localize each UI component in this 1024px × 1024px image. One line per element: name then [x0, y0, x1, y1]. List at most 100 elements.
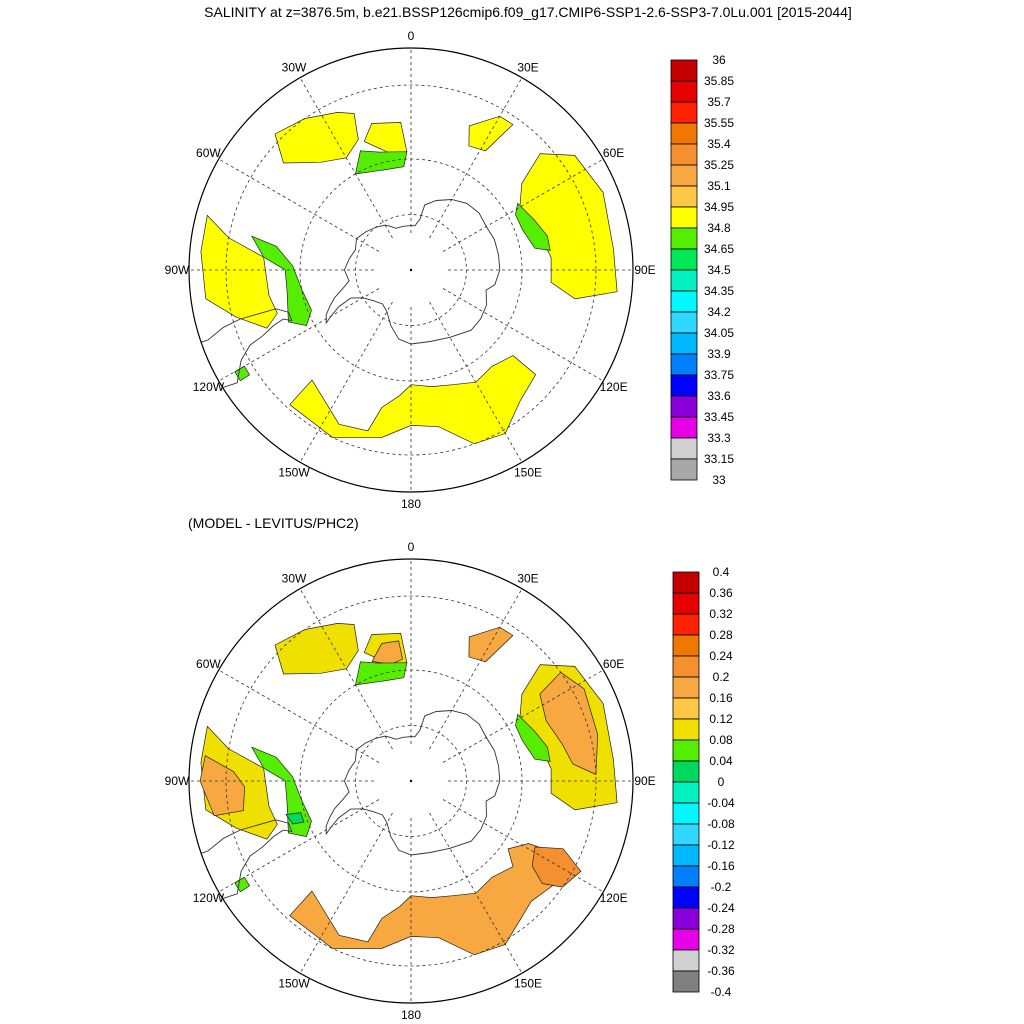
- longitude-label: 0: [408, 29, 415, 43]
- longitude-gridline: [429, 812, 523, 974]
- colorbar-label: -0.32: [707, 943, 735, 957]
- colorbar-label: -0.4: [711, 985, 732, 999]
- colorbar-swatch: [672, 886, 700, 909]
- south-america-coastline: [200, 308, 293, 389]
- colorbar-swatch: [670, 395, 698, 418]
- longitude-gridline: [218, 288, 380, 382]
- longitude-label: 30E: [517, 571, 538, 585]
- colorbar-label: -0.28: [707, 922, 735, 936]
- salinity-region: [274, 112, 359, 164]
- colorbar-label: 33.9: [707, 347, 731, 361]
- colorbar-label: 0.28: [709, 628, 733, 642]
- colorbar-swatch: [670, 374, 698, 397]
- colorbar-swatch: [672, 907, 700, 930]
- colorbar-swatch: [672, 760, 700, 783]
- colorbar-label: -0.16: [707, 859, 735, 873]
- longitude-gridline: [429, 588, 523, 750]
- colorbar-label: 0.2: [713, 670, 730, 684]
- longitude-label: 90W: [165, 774, 190, 788]
- longitude-label: 150W: [278, 466, 310, 480]
- longitude-label: 120E: [600, 891, 628, 905]
- colorbar-label: 34.2: [707, 305, 731, 319]
- colorbar-swatch: [670, 122, 698, 145]
- colorbar-label: -0.04: [707, 796, 735, 810]
- colorbar-swatch: [670, 332, 698, 355]
- salinity-region: [289, 843, 565, 956]
- colorbar-label: 35.25: [704, 158, 734, 172]
- colorbar-label: 34.5: [707, 263, 731, 277]
- salinity-region: [199, 755, 245, 817]
- colorbar-label: -0.2: [711, 880, 732, 894]
- salinity-region: [468, 115, 514, 152]
- longitude-gridline: [442, 799, 604, 893]
- latitude-gridline: [225, 595, 597, 967]
- colorbar-swatch: [672, 970, 700, 993]
- longitude-label: 150E: [514, 466, 542, 480]
- colorbar-label: 0.4: [713, 565, 730, 579]
- colorbar-swatch: [672, 928, 700, 951]
- colorbar-swatch: [670, 458, 698, 481]
- colorbar-label: 0.16: [709, 691, 733, 705]
- colorbar-swatch: [670, 269, 698, 292]
- colorbar-swatch: [672, 676, 700, 699]
- colorbar-swatch: [672, 571, 700, 594]
- longitude-label: 30E: [517, 60, 538, 74]
- longitude-label: 150W: [278, 977, 310, 991]
- colorbar-label: 0.24: [709, 649, 733, 663]
- colorbar-swatch: [670, 143, 698, 166]
- colorbar-swatch: [670, 59, 698, 82]
- colorbar-swatch: [672, 718, 700, 741]
- colorbar-label: 34.35: [704, 284, 734, 298]
- colorbar-swatch: [670, 290, 698, 313]
- colorbar-label: 33.75: [704, 368, 734, 382]
- colorbar-label: 35.1: [707, 179, 731, 193]
- colorbar-swatch: [672, 655, 700, 678]
- colorbar-swatch: [670, 227, 698, 250]
- salinity-region: [468, 626, 514, 663]
- salinity-region: [363, 122, 408, 154]
- longitude-gridline: [299, 588, 393, 750]
- longitude-gridline: [442, 669, 604, 763]
- colorbar-label: 34.95: [704, 200, 734, 214]
- longitude-gridline: [442, 158, 604, 252]
- colorbar-bottom: 0.4 0.36 0.32 0.28 0.24 0.2 0.16 0.12 0.08 0.04 0 -…: [672, 565, 735, 999]
- colorbar-swatch: [672, 949, 700, 972]
- salinity-region: [250, 235, 312, 327]
- longitude-label: 180: [401, 497, 421, 511]
- colorbar-label: 34.8: [707, 221, 731, 235]
- longitude-label: 180: [401, 1008, 421, 1022]
- colorbar-label: -0.24: [707, 901, 735, 915]
- colorbar-label: 33.45: [704, 410, 734, 424]
- longitude-label: 90W: [165, 263, 190, 277]
- colorbar-swatch: [670, 311, 698, 334]
- colorbar-label: 0: [718, 775, 725, 789]
- panel-label-bottom: (MODEL - LEVITUS/PHC2): [188, 515, 359, 531]
- colorbar-swatch: [672, 634, 700, 657]
- colorbar-label: 0.04: [709, 754, 733, 768]
- colorbar-swatch: [670, 353, 698, 376]
- colorbar-label: 33: [712, 473, 726, 487]
- south-america-coastline: [200, 819, 293, 900]
- colorbar-swatch: [672, 697, 700, 720]
- colorbar-swatch: [670, 206, 698, 229]
- longitude-label: 30W: [282, 571, 307, 585]
- longitude-gridline: [299, 77, 393, 239]
- colorbar-swatch: [672, 739, 700, 762]
- longitude-gridline: [442, 288, 604, 382]
- colorbar-label: 36: [712, 53, 726, 67]
- colorbar-swatch: [672, 802, 700, 825]
- salinity-region: [519, 153, 618, 300]
- colorbar-swatch: [670, 437, 698, 460]
- colorbar-label: 0.12: [709, 712, 733, 726]
- colorbar-swatch: [670, 416, 698, 439]
- latitude-gridline: [225, 84, 597, 456]
- longitude-label: 120W: [193, 380, 225, 394]
- salinity-region: [289, 355, 537, 445]
- longitude-label: 60W: [196, 657, 221, 671]
- colorbar-label: -0.12: [707, 838, 735, 852]
- map-border: [188, 558, 634, 1004]
- colorbar-label: 35.85: [704, 74, 734, 88]
- antarctica-coastline: [325, 199, 501, 345]
- longitude-label: 150E: [514, 977, 542, 991]
